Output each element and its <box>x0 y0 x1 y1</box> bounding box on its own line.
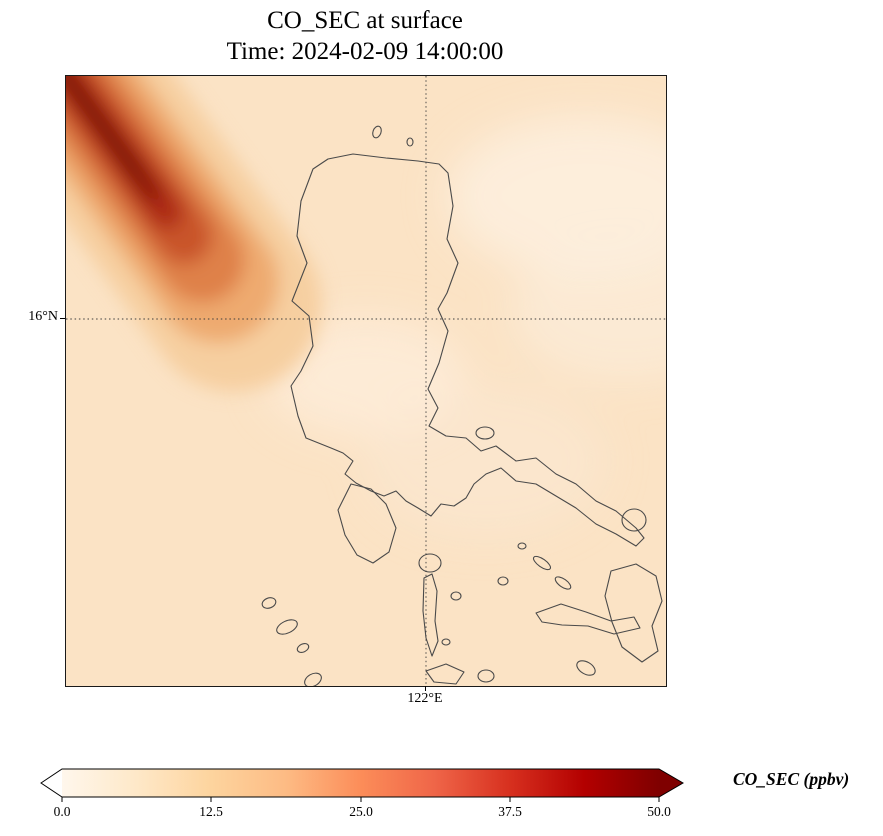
colorbar-extend-min-arrow <box>41 769 62 797</box>
y-axis-tickmark <box>60 318 65 319</box>
colorbar-tick-label-4: 50.0 <box>647 804 671 819</box>
figure-title: CO_SEC at surface Time: 2024-02-09 14:00… <box>65 5 665 68</box>
x-axis-tick-label: 122°E <box>407 691 443 706</box>
colorbar-label: CO_SEC (ppbv) <box>733 769 850 789</box>
gridlines <box>66 76 666 686</box>
colorbar-tick-label-2: 25.0 <box>349 804 373 819</box>
map-plot <box>65 75 667 687</box>
title-line-2: Time: 2024-02-09 14:00:00 <box>226 38 504 66</box>
colorbar-tick-label-3: 37.5 <box>498 804 522 819</box>
colorbar-tick-label-1: 12.5 <box>199 804 223 819</box>
title-line-1: CO_SEC at surface <box>267 7 463 34</box>
y-axis-tick-label: 16°N <box>28 309 58 324</box>
colorbar <box>40 768 685 804</box>
co-plume <box>66 76 322 392</box>
x-axis-tickmark <box>425 686 426 691</box>
colorbar-extend-max-arrow <box>659 769 683 797</box>
colorbar-tick-label-0: 0.0 <box>53 804 71 819</box>
colorbar-gradient <box>40 768 684 802</box>
coastlines <box>261 125 663 686</box>
map-canvas <box>66 76 666 686</box>
colorbar-ticks <box>61 797 660 802</box>
light-patches <box>266 116 666 536</box>
